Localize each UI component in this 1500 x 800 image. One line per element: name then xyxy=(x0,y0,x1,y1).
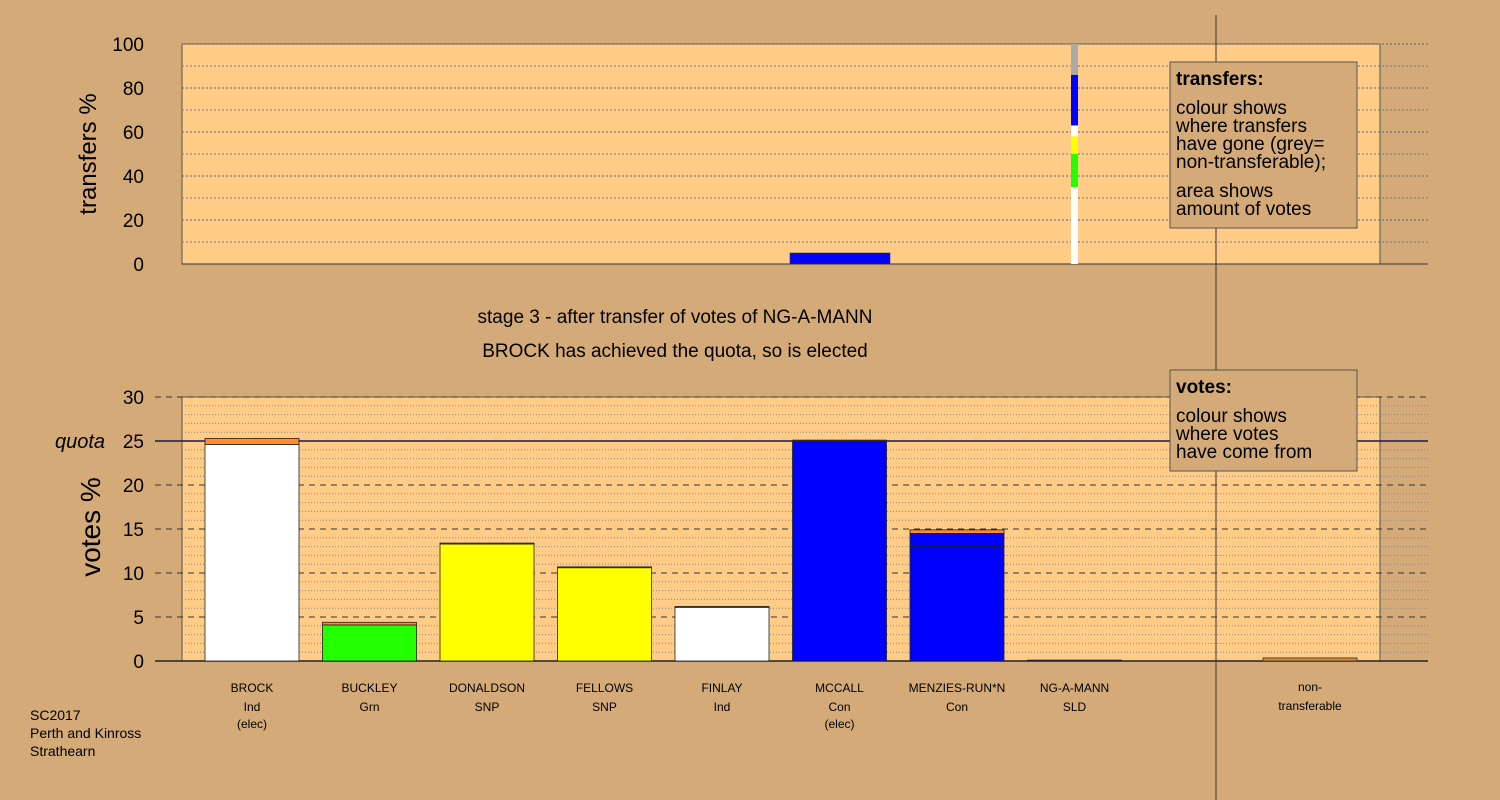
transfers-y-tick-label: 60 xyxy=(123,123,144,144)
candidate-party-label: SLD xyxy=(1063,700,1087,714)
transfers-legend-box xyxy=(1169,61,1358,229)
bar-menzies-run*n-transfer xyxy=(909,529,1005,534)
candidate-name-label: FINLAY xyxy=(701,681,742,695)
votes-legend-line: colour shows xyxy=(1176,406,1287,427)
stage-caption: stage 3 - after transfer of votes of NG-… xyxy=(478,307,873,328)
stage-outcome-caption: BROCK has achieved the quota, so is elec… xyxy=(482,341,868,362)
votes-legend-title: votes: xyxy=(1176,377,1232,398)
transfers-legend-line: area shows xyxy=(1176,181,1273,202)
transfers-legend-title: transfers: xyxy=(1176,69,1264,90)
bar-buckley-transfer xyxy=(322,621,417,626)
bar-finlay-transfer xyxy=(674,606,770,608)
quota-label: quota xyxy=(55,431,105,453)
bar-ng-a-mann-base xyxy=(1027,659,1122,662)
bar-menzies-run*n-base xyxy=(909,546,1005,662)
transfer-source-segment xyxy=(1071,44,1078,75)
transfer-source-segment xyxy=(1071,187,1078,264)
candidate-party-label: Ind xyxy=(714,700,731,714)
transfers-y-tick-label: 20 xyxy=(123,211,144,232)
bar-finlay-base xyxy=(674,606,770,662)
bar-brock-base xyxy=(204,444,300,662)
candidate-name-label: NG-A-MANN xyxy=(1040,681,1109,695)
votes-y-tick-label: 20 xyxy=(123,476,144,497)
transfers-legend-line: amount of votes xyxy=(1176,199,1311,220)
bar-mccall-base xyxy=(792,440,887,662)
votes-y-tick-label: 25 xyxy=(123,432,144,453)
candidate-name-label: BUCKLEY xyxy=(341,681,397,695)
transfers-legend-line: where transfers xyxy=(1175,116,1307,137)
candidate-name-label: DONALDSON xyxy=(449,681,525,695)
transfer-source-segment xyxy=(1071,154,1078,187)
bar-fellows-transfer xyxy=(557,566,652,569)
candidate-name-label: MENZIES-RUN*N xyxy=(909,681,1006,695)
nontransferable-label-line2: transferable xyxy=(1278,699,1342,713)
votes-y-tick-label: 30 xyxy=(123,388,144,409)
bar-donaldson-transfer xyxy=(439,542,535,545)
votes-y-axis-label: votes % xyxy=(75,477,106,577)
candidate-status-label: (elec) xyxy=(824,717,854,731)
votes-legend-box xyxy=(1169,369,1358,472)
bar-donaldson-base xyxy=(439,543,535,662)
bar-buckley-base xyxy=(322,624,417,662)
bar-fellows-base xyxy=(557,567,652,662)
bar-mccall-transfer xyxy=(792,439,887,442)
votes-legend-line: where votes xyxy=(1175,424,1278,445)
candidate-status-label: (elec) xyxy=(237,717,267,731)
transfers-y-tick-label: 100 xyxy=(112,35,144,56)
candidate-party-label: SNP xyxy=(592,700,617,714)
votes-y-tick-label: 15 xyxy=(123,520,144,541)
nontransferable-label-line1: non- xyxy=(1298,680,1322,694)
bar-menzies-run*n-earlier-transfer xyxy=(909,533,1005,548)
footer-line: Strathearn xyxy=(30,743,95,759)
bar-brock-transfer xyxy=(204,437,300,445)
transfer-source-segment xyxy=(1071,136,1078,154)
transfer-bar-mccall xyxy=(789,252,891,265)
transfers-y-tick-label: 0 xyxy=(133,255,144,276)
votes-legend-line: have come from xyxy=(1176,442,1312,463)
candidate-name-label: FELLOWS xyxy=(576,681,633,695)
transfers-legend-line: colour shows xyxy=(1176,98,1287,119)
transfers-y-tick-label: 80 xyxy=(123,79,144,100)
candidate-name-label: BROCK xyxy=(231,681,274,695)
transfers-legend-line: have gone (grey= xyxy=(1176,134,1324,155)
votes-y-tick-label: 10 xyxy=(123,564,144,585)
candidate-party-label: SNP xyxy=(475,700,500,714)
votes-y-tick-label: 0 xyxy=(133,652,144,673)
candidate-party-label: Ind xyxy=(244,700,261,714)
candidate-party-label: Con xyxy=(946,700,968,714)
footer-line: SC2017 xyxy=(30,707,81,723)
candidate-party-label: Con xyxy=(828,700,850,714)
votes-y-tick-label: 5 xyxy=(133,608,144,629)
transfer-source-segment xyxy=(1071,74,1078,126)
candidate-name-label: MCCALL xyxy=(815,681,864,695)
transfers-y-tick-label: 40 xyxy=(123,167,144,188)
candidate-party-label: Grn xyxy=(359,700,379,714)
transfers-legend-line: non-transferable); xyxy=(1176,152,1326,173)
transfers-y-axis-label: transfers % xyxy=(75,93,102,214)
footer-line: Perth and Kinross xyxy=(30,725,141,741)
transfer-source-segment xyxy=(1071,125,1078,137)
bar-nontransferable xyxy=(1262,657,1358,662)
